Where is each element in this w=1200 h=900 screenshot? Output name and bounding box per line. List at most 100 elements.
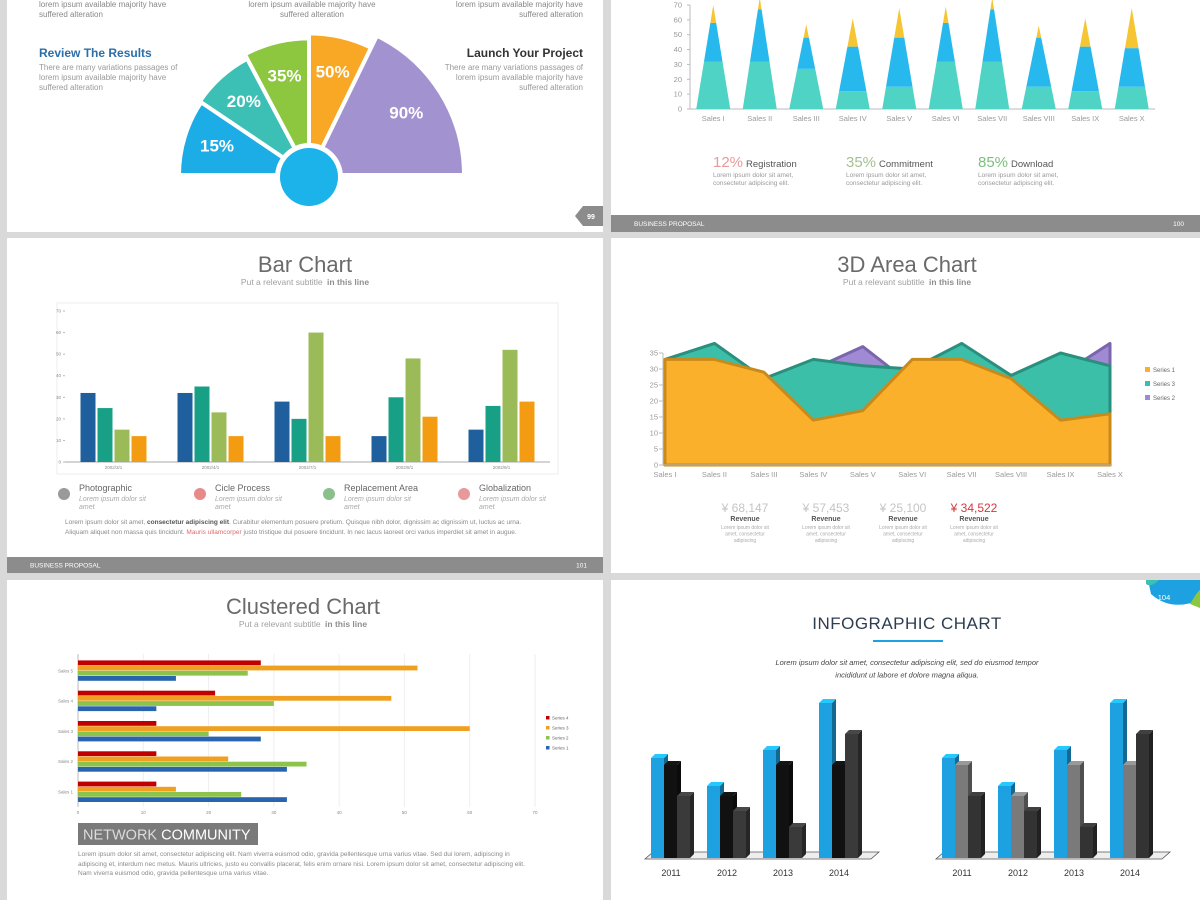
slide-subtitle: Put a relevant subtitle in this line <box>843 277 971 287</box>
banner-light: NETWORK <box>83 828 157 844</box>
bar <box>819 703 832 858</box>
bar <box>78 751 157 757</box>
feature-text: Lorem ipsum dolor sit <box>479 496 547 503</box>
spike-segment <box>1026 37 1052 87</box>
y-tick-label: 0 <box>58 460 61 465</box>
bar <box>78 660 261 666</box>
slide: Clustered Chart Put a relevant subtitle i… <box>7 580 603 900</box>
feature-text: Lorem ipsum dolor sit <box>215 496 283 503</box>
block-text: lorem ipsum available majority have <box>456 73 584 82</box>
bar <box>194 386 210 462</box>
stat-text: consectetur adipiscing elit. <box>846 180 922 187</box>
bar <box>78 706 157 712</box>
stat-text: Lorem ipsum dolor sit amet, <box>713 172 793 179</box>
feature-text: Lorem ipsum dolor sit <box>344 496 412 503</box>
slide-canvas: 104 INFOGRAPHIC CHART Lorem ipsum dolor si… <box>643 580 1200 878</box>
y-tick-label: 40 <box>674 45 682 54</box>
spike-segment <box>757 0 762 10</box>
x-tick-label: Sales IX <box>1047 470 1075 479</box>
x-tick-label: 2002/3/1 <box>105 465 123 470</box>
bar <box>78 786 176 792</box>
spike-segment <box>1068 91 1103 109</box>
spike-segment <box>750 9 770 62</box>
feature-title: Globalization <box>479 483 531 493</box>
bar-side <box>690 792 694 858</box>
x-tick-label: 2014 <box>829 868 849 878</box>
spike-segment <box>803 24 809 38</box>
x-tick-label: 2013 <box>773 868 793 878</box>
y-tick-label: 30 <box>674 60 682 69</box>
x-tick-label: Sales II <box>747 114 772 123</box>
stat-label: Registration <box>746 159 797 170</box>
title-underline <box>873 640 943 642</box>
stat-text: consectetur adipiscing elit. <box>713 180 789 187</box>
x-tick-label: Sales VIII <box>1023 114 1055 123</box>
bar <box>97 408 113 462</box>
bar-top <box>664 761 681 765</box>
bar <box>371 436 387 462</box>
y-tick-label: 50 <box>674 30 682 39</box>
corner-shape <box>1148 580 1200 605</box>
area <box>663 357 1112 467</box>
legend-label: Series 2 <box>1153 396 1176 402</box>
bar-side <box>1093 823 1097 858</box>
feature-title: Cicle Process <box>215 483 271 493</box>
x-tick-label: 2002/9/1 <box>493 465 511 470</box>
slide-title: 3D Area Chart <box>837 252 976 277</box>
bar <box>1011 796 1024 858</box>
legend-swatch <box>1145 381 1150 386</box>
intro-text: Lorem ipsum dolor sit amet, consectetur … <box>775 658 1039 667</box>
stat-value: 85% <box>978 154 1008 171</box>
bar <box>485 405 501 462</box>
y-tick-label: Sales 5 <box>58 668 74 673</box>
revenue-value: ¥ 25,100 <box>879 501 927 515</box>
bar <box>1123 765 1136 858</box>
revenue-text: amet, consectetur <box>806 532 846 538</box>
stat-label: Commitment <box>879 159 933 170</box>
bar <box>228 436 244 462</box>
y-tick-label: 60 <box>56 330 62 335</box>
stat: 85% Download <box>978 154 1053 171</box>
revenue-text: amet, consectetur <box>954 532 994 538</box>
stat: 35% Commitment <box>846 154 933 171</box>
corner-shape <box>1190 590 1200 608</box>
block-text: suffered alteration <box>39 83 103 92</box>
bar-side <box>802 823 806 858</box>
x-tick-label: Sales VII <box>947 470 977 479</box>
bar <box>78 792 242 797</box>
bar-top <box>942 754 959 758</box>
block-text: There are many variations passages of <box>39 63 178 72</box>
slide-title: Bar Chart <box>258 252 352 277</box>
paragraph: Lorem ipsum dolor sit amet, consectetur … <box>65 518 545 537</box>
spike-segment <box>943 6 949 23</box>
x-tick-label: 2002/8/1 <box>396 465 414 470</box>
bar <box>519 401 535 462</box>
bar-top <box>776 761 793 765</box>
spike-segment <box>847 18 859 47</box>
spike-segment <box>882 86 917 109</box>
slide: 3D Area Chart Put a relevant subtitle in … <box>611 238 1200 573</box>
bar-top <box>968 792 985 796</box>
slide: 0 10 20 30 40 50 60 70 Sales I Sales II Sales III S… <box>611 0 1200 232</box>
bar <box>733 811 746 858</box>
footer-text: BUSINESS PROPOSAL <box>30 563 101 570</box>
paragraph-text: . Curabitur elementum posuere pretium. Q… <box>65 519 522 536</box>
y-tick-label: 15 <box>650 413 658 422</box>
bar <box>78 731 209 737</box>
bar <box>468 429 484 462</box>
x-tick-label: Sales VII <box>977 114 1007 123</box>
bar <box>78 766 287 772</box>
paragraph-text: Mauris ullamcorper <box>186 528 242 536</box>
subtitle-text: Put a relevant subtitle <box>843 277 927 287</box>
legend-label: Series 3 <box>1153 382 1176 388</box>
top-text: suffered alteration <box>280 10 344 19</box>
bar <box>1024 811 1037 858</box>
spike-segment <box>1079 18 1091 47</box>
bar <box>325 436 341 462</box>
spike-segment <box>839 46 867 92</box>
bar <box>78 756 229 762</box>
bar <box>114 429 130 462</box>
